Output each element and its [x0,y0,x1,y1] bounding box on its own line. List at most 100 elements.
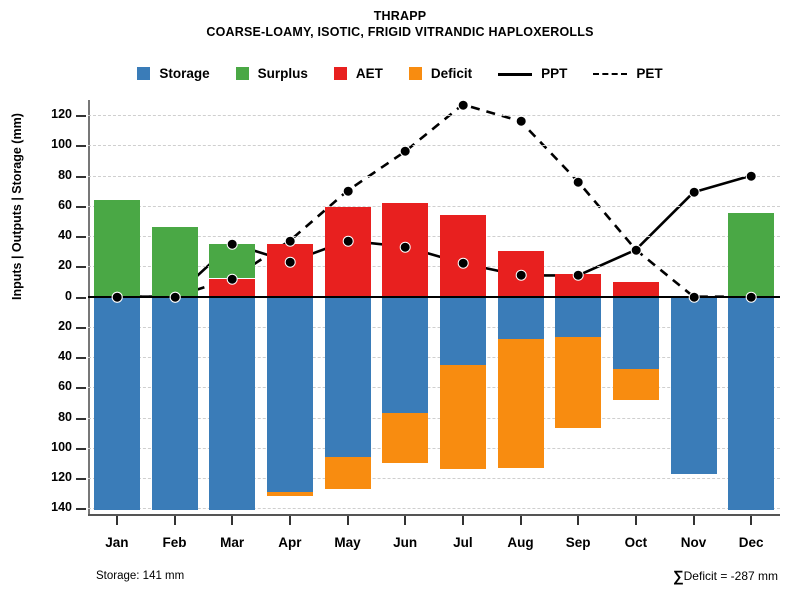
y-axis-tick-label: 120 [51,107,72,122]
bar-deficit[interactable] [439,364,486,470]
y-axis-tick-label: 140 [51,500,72,515]
data-point-ppt[interactable] [688,186,700,198]
bar-aet[interactable] [612,281,659,297]
square-icon [235,67,249,80]
y-axis-tick [76,357,86,360]
y-axis-tick [76,175,86,178]
bar-aet[interactable] [209,278,256,297]
bar-storage[interactable] [209,296,256,510]
legend-label: PPT [541,66,568,81]
data-point-pet[interactable] [111,291,123,303]
data-point-pet[interactable] [515,115,527,127]
y-axis-tick [76,478,86,481]
zero-line [88,295,780,298]
data-point-ppt[interactable] [342,235,354,247]
x-axis-label-may: May [334,535,361,550]
bar-storage[interactable] [266,296,313,492]
deficit-footnote: ∑Deficit = -287 mm [673,568,778,585]
bar-aet[interactable] [324,207,371,297]
bar-storage[interactable] [497,296,544,339]
y-axis-tick [76,417,86,420]
data-point-ppt[interactable] [457,258,469,270]
grid-line [88,417,780,419]
bar-surplus[interactable] [93,199,140,297]
y-axis-tick [76,296,86,299]
grid-line [88,205,780,207]
x-axis-tick [404,516,407,525]
legend-item-ppt[interactable]: PPT [498,66,567,81]
legend-item-deficit[interactable]: Deficit [408,66,472,81]
x-axis-tick [461,516,464,525]
data-point-ppt[interactable] [284,256,296,268]
bar-aet[interactable] [555,273,602,297]
data-point-ppt[interactable] [515,270,527,282]
bar-storage[interactable] [324,296,371,457]
y-axis-tick-label: 80 [58,167,72,182]
data-point-ppt[interactable] [399,241,411,253]
x-axis-label-aug: Aug [507,535,534,550]
bar-surplus[interactable] [728,213,775,297]
y-axis-tick [76,266,86,269]
x-axis-tick [288,516,291,525]
legend-item-pet[interactable]: PET [593,66,663,81]
bar-deficit[interactable] [497,339,544,468]
data-point-pet[interactable] [572,176,584,188]
y-axis-tick-label: 100 [51,439,72,454]
data-point-pet[interactable] [688,291,700,303]
legend-item-storage[interactable]: Storage [137,66,210,81]
sigma-icon: ∑ [672,568,684,585]
x-axis-label-jul: Jul [453,535,473,550]
data-point-ppt[interactable] [572,270,584,282]
bar-aet[interactable] [266,243,313,297]
x-axis-label-nov: Nov [680,535,707,550]
grid-line [88,508,780,510]
legend-label: Storage [159,66,210,81]
bar-storage[interactable] [670,296,717,474]
bar-deficit[interactable] [382,413,429,464]
y-axis-tick [76,326,86,329]
grid-line [88,447,780,449]
bar-storage[interactable] [612,296,659,370]
data-point-pet[interactable] [457,99,469,111]
y-axis-tick-label: 40 [58,349,72,364]
data-point-pet[interactable] [169,291,181,303]
bar-storage[interactable] [93,296,140,510]
bar-storage[interactable] [555,296,602,338]
x-axis-label-apr: Apr [278,535,302,550]
x-axis-label-mar: Mar [220,535,245,550]
legend-item-surplus[interactable]: Surplus [235,66,308,81]
data-point-ppt[interactable] [226,238,238,250]
bar-storage[interactable] [151,296,198,510]
legend-label: Surplus [257,66,308,81]
data-point-ppt[interactable] [745,170,757,182]
data-point-pet[interactable] [226,273,238,285]
data-point-pet[interactable] [745,291,757,303]
square-icon [333,67,347,80]
y-axis-tick-label: 20 [58,258,72,273]
square-icon [137,67,151,80]
data-point-pet[interactable] [630,244,642,256]
bar-storage[interactable] [382,296,429,414]
bar-surplus[interactable] [151,227,198,297]
bar-aet[interactable] [439,214,486,297]
plot-area: 140 120 100 80 60 40 20 0 20 40 60 80 100 120 [51,99,780,516]
data-point-pet[interactable] [399,146,411,158]
page-title: THRAPP [373,9,427,23]
grid-line [88,478,780,480]
y-axis-tick [76,508,86,511]
legend-item-aet[interactable]: AET [333,66,383,81]
bar-deficit[interactable] [324,457,371,489]
bar-storage[interactable] [439,296,486,365]
x-axis-label-jun: Jun [393,535,418,550]
y-axis-tick-label: 80 [58,409,72,424]
x-axis-label-feb: Feb [162,535,187,550]
x-axis-label-dec: Dec [738,535,764,550]
data-point-pet[interactable] [284,235,296,247]
bar-storage[interactable] [728,296,775,510]
bar-deficit[interactable] [555,337,602,429]
bar-deficit[interactable] [612,369,659,400]
bar-deficit[interactable] [266,491,313,497]
data-point-pet[interactable] [342,185,354,197]
bar-surplus[interactable] [209,243,256,279]
